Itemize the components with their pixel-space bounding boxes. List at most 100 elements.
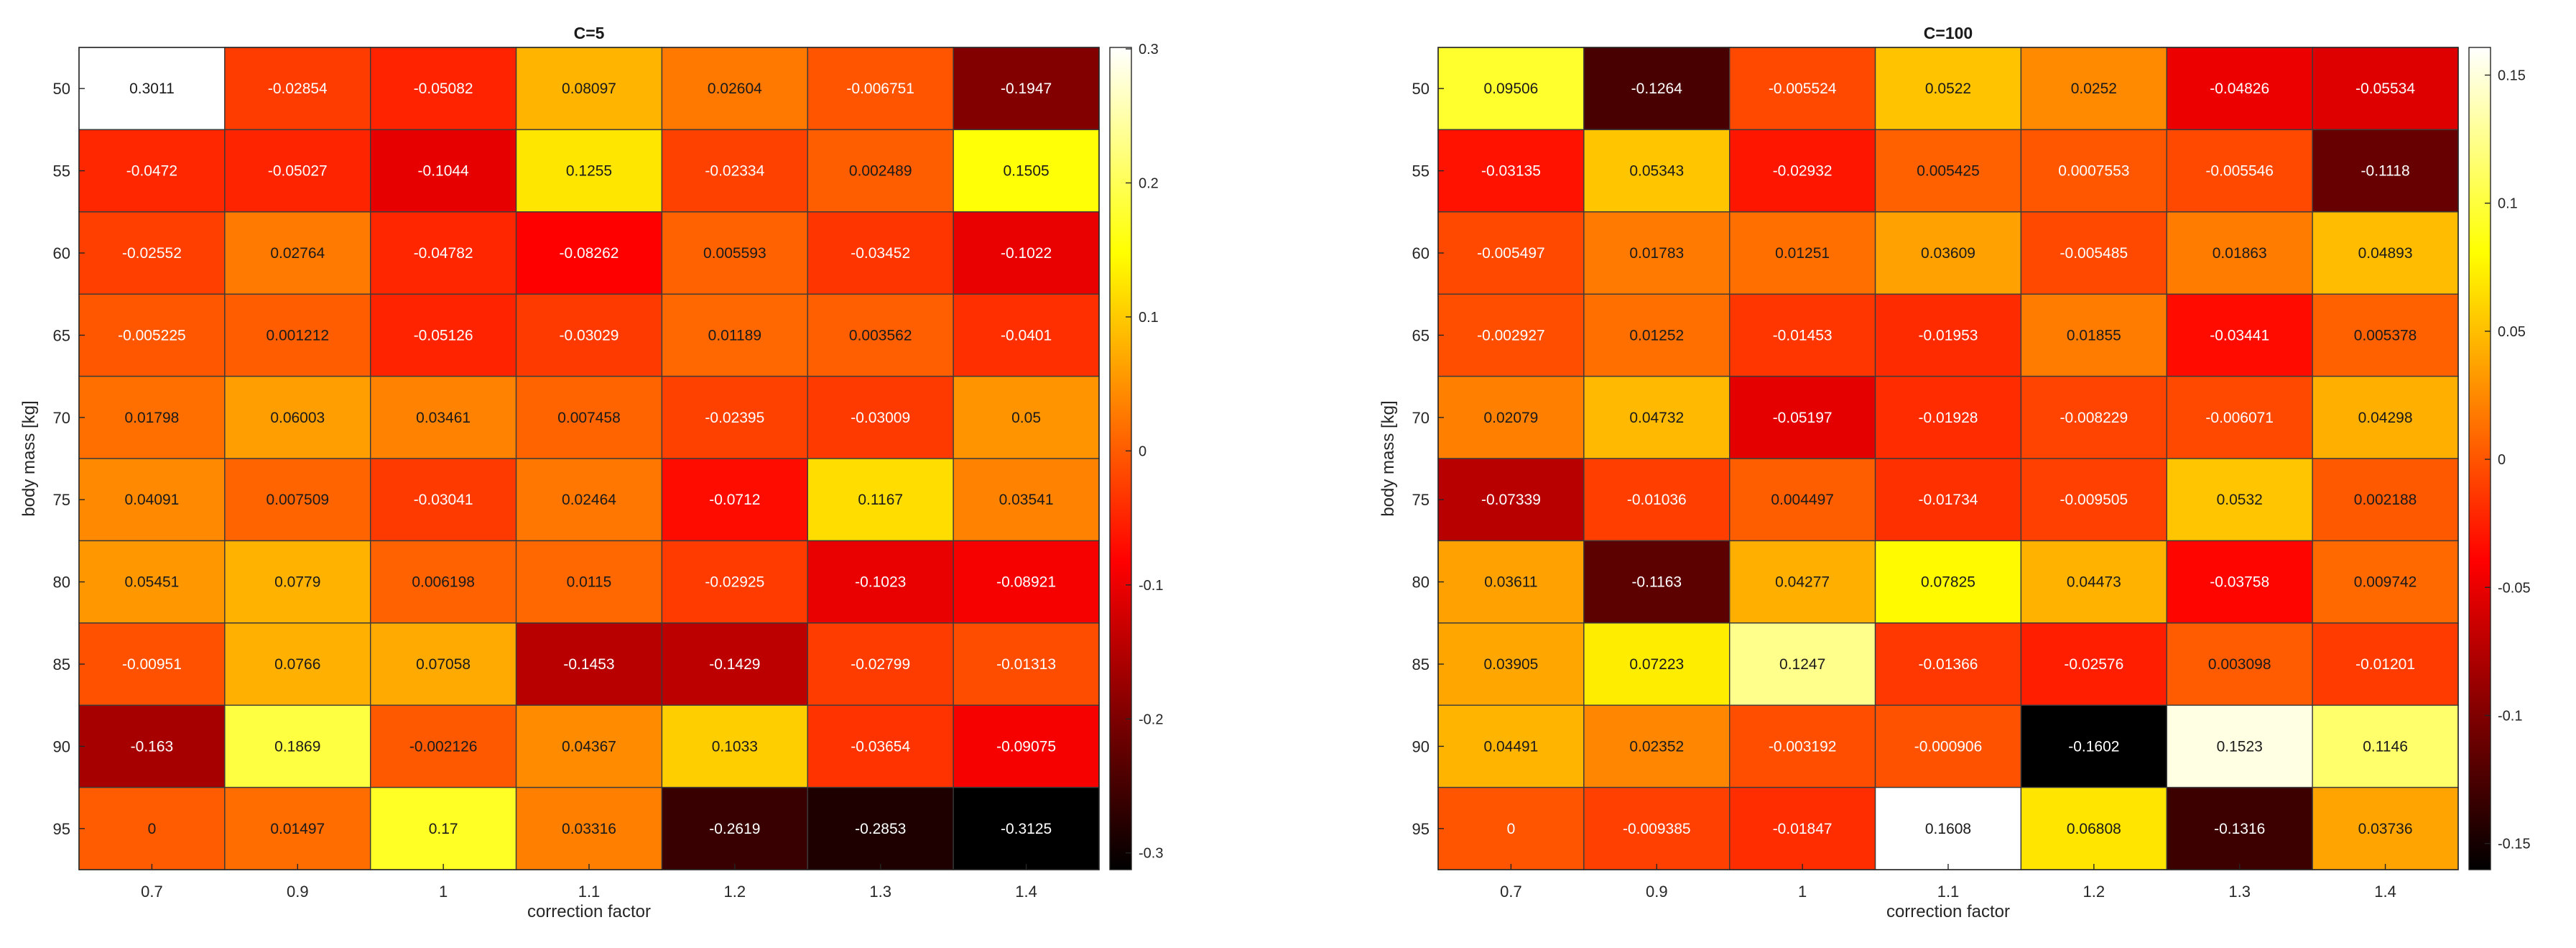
colorbar — [2468, 47, 2491, 870]
heatmap-cell — [1874, 622, 2022, 706]
heatmap-cell — [370, 540, 517, 624]
colorbar-tick-label: 0.1 — [1139, 310, 1159, 326]
cell-value-label: 0.005378 — [2354, 327, 2417, 344]
x-tick-label: 1.2 — [724, 883, 746, 901]
cell-value-label: 0.05451 — [124, 574, 179, 591]
cell-value-label: 0.04298 — [2358, 410, 2413, 426]
cell-value-label: -0.04782 — [414, 245, 473, 262]
cell-value-label: -0.03452 — [851, 245, 910, 262]
x-tick-label: 1.4 — [2374, 883, 2396, 901]
heatmap-cell — [2166, 211, 2313, 295]
heatmap-cell — [807, 129, 954, 213]
cell-value-label: -0.02854 — [268, 80, 328, 97]
cell-value-label: -0.02925 — [705, 574, 764, 591]
cell-value-label: 0.1523 — [2217, 738, 2263, 755]
y-tick-label: 85 — [53, 655, 70, 673]
cell-value-label: -0.005546 — [2205, 163, 2274, 180]
cell-value-label: 0.02604 — [708, 80, 762, 97]
cell-value-label: -0.1023 — [855, 574, 906, 591]
cell-value-label: -0.002927 — [1477, 327, 1545, 344]
cell-value-label: 0.08097 — [562, 80, 616, 97]
heatmap-cell — [807, 47, 954, 131]
heatmap-cell — [1583, 622, 1731, 706]
cell-value-label: 0.0115 — [567, 574, 612, 591]
heatmap-cell — [1729, 540, 1876, 624]
heatmap-cell — [515, 786, 663, 870]
chart-title: C=5 — [574, 24, 605, 42]
x-tick-label: 1.3 — [2228, 883, 2251, 901]
heatmap-cell — [661, 704, 808, 788]
cell-value-label: -0.006751 — [846, 80, 914, 97]
heatmap-cell — [2312, 786, 2459, 870]
y-tick-label: 95 — [1412, 820, 1430, 838]
x-tick-label: 1.1 — [1937, 883, 1960, 901]
cell-value-label: -0.05082 — [414, 80, 473, 97]
cell-value-label: -0.1118 — [2361, 163, 2410, 180]
heatmap-cell — [78, 129, 226, 213]
heatmap-cell — [2312, 293, 2459, 377]
cell-value-label: -0.02395 — [705, 410, 764, 426]
cell-value-label: 0.06808 — [2067, 821, 2121, 837]
cell-value-label: -0.02799 — [851, 656, 910, 673]
heatmap-cell — [661, 786, 808, 870]
cell-value-label: 0.01863 — [2213, 245, 2267, 262]
cell-value-label: -0.005524 — [1769, 80, 1837, 97]
cell-value-label: 0.003098 — [2208, 656, 2271, 673]
heatmap-cell — [2020, 786, 2167, 870]
heatmap-cell — [78, 47, 226, 131]
y-tick-label: 90 — [53, 737, 70, 755]
heatmap-cell — [2166, 129, 2313, 213]
cell-value-label: 0.04473 — [2067, 574, 2121, 591]
cell-value-label: -0.04826 — [2210, 80, 2269, 97]
cell-value-label: 0.07825 — [1921, 574, 1975, 591]
heatmap-chart-c5: 0.3011 -0.02854 -0.05082 0.08097 0.02604 -0.0… — [19, 24, 1163, 921]
y-tick-label: 95 — [53, 820, 70, 838]
colorbar-tick-label: 0.3 — [1139, 42, 1159, 57]
heatmap-cell — [515, 211, 663, 295]
colorbar-tick-label: 0.05 — [2498, 324, 2526, 340]
cell-value-label: 0.07223 — [1629, 656, 1684, 673]
cell-value-label: -0.1044 — [418, 163, 470, 180]
cell-value-label: 0.1505 — [1003, 163, 1049, 180]
heatmap-cell — [2020, 704, 2167, 788]
cell-value-label: -0.000906 — [1914, 738, 1983, 755]
heatmap-cell — [953, 375, 1100, 459]
cell-value-label: 0.1255 — [566, 163, 612, 180]
heatmap-cell — [2020, 540, 2167, 624]
cell-value-label: 0.005593 — [703, 245, 766, 262]
x-tick-label: 1.1 — [578, 883, 601, 901]
heatmap-cell — [2312, 540, 2459, 624]
heatmap-cell — [1583, 704, 1731, 788]
cell-value-label: 0.01251 — [1775, 245, 1830, 262]
cell-value-label: 0.04277 — [1775, 574, 1830, 591]
cell-value-label: -0.1602 — [2068, 738, 2119, 755]
heatmap-cell — [953, 786, 1100, 870]
cell-value-label: -0.009505 — [2060, 492, 2128, 508]
heatmap-cell — [78, 540, 226, 624]
cell-value-label: 0.1247 — [1779, 656, 1825, 673]
cell-value-label: -0.1453 — [563, 656, 614, 673]
cell-value-label: 0.04732 — [1629, 410, 1684, 426]
heatmap-cell — [1874, 211, 2022, 295]
cell-value-label: -0.01928 — [1919, 410, 1978, 426]
heatmap-cell — [1729, 293, 1876, 377]
cell-value-label: -0.01953 — [1919, 327, 1978, 344]
x-tick-label: 1 — [439, 883, 448, 901]
heatmap-cell — [515, 540, 663, 624]
cell-value-label: -0.0401 — [1001, 327, 1052, 344]
cell-value-label: -0.0712 — [709, 492, 760, 508]
colorbar-tick-label: -0.1 — [1139, 578, 1163, 594]
cell-value-label: -0.01036 — [1627, 492, 1687, 508]
y-tick-label: 50 — [1412, 80, 1430, 98]
heatmap-cell — [2166, 458, 2313, 542]
heatmap-cell — [2312, 47, 2459, 131]
x-tick-label: 0.7 — [141, 883, 163, 901]
heatmap-cell — [2166, 786, 2313, 870]
heatmap-cell — [2020, 211, 2167, 295]
cell-value-label: 0.0522 — [1925, 80, 1971, 97]
heatmap-cell — [1874, 540, 2022, 624]
cell-value-label: -0.01734 — [1919, 492, 1978, 508]
cell-value-label: -0.01201 — [2355, 656, 2415, 673]
cell-value-label: -0.005485 — [2060, 245, 2128, 262]
cell-value-label: -0.03041 — [414, 492, 473, 508]
